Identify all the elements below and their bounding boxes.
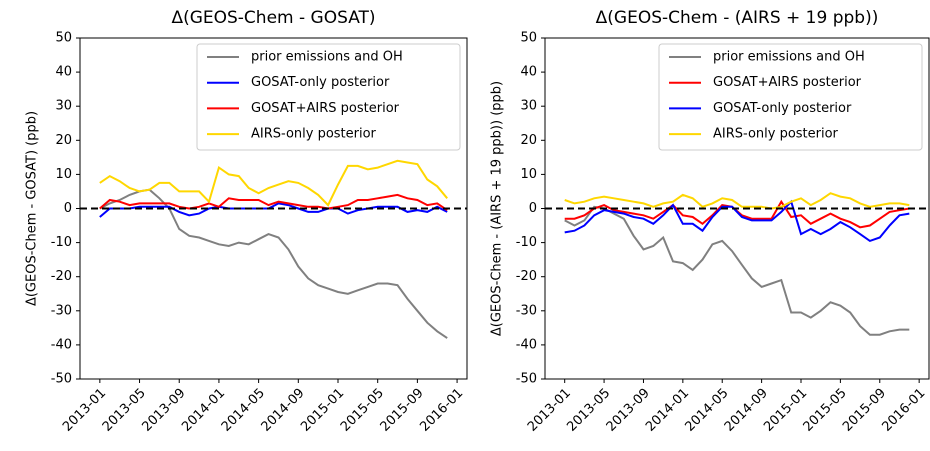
y-tick-label: 10 <box>55 167 72 182</box>
legend-label: GOSAT+AIRS posterior <box>713 75 862 90</box>
plot-frame <box>544 37 930 380</box>
y-tick-label: 30 <box>55 99 72 114</box>
y-tick-label: -40 <box>51 337 72 352</box>
plot-frame <box>79 37 468 380</box>
x-tick-label: 2016-01 <box>417 386 466 435</box>
legend-label: AIRS-only posterior <box>713 127 839 142</box>
legend-label: GOSAT+AIRS posterior <box>251 101 400 116</box>
y-tick-label: -10 <box>51 235 72 250</box>
y-tick-label: -50 <box>51 372 72 387</box>
y-tick-label: 0 <box>529 201 537 216</box>
y-tick-label: -30 <box>51 303 72 318</box>
y-tick-label: 50 <box>55 31 72 46</box>
subplot: Δ(GEOS-Chem - (AIRS + 19 ppb)) Δ(GEOS-Che… <box>490 8 930 435</box>
chart-title: Δ(GEOS-Chem - GOSAT) <box>171 8 375 28</box>
y-tick-label: 30 <box>520 99 537 114</box>
y-axis-label: Δ(GEOS-Chem - GOSAT) (ppb) <box>25 111 40 306</box>
data-line <box>99 159 448 207</box>
legend: prior emissions and OH GOSAT+AIRS posteri… <box>658 43 923 151</box>
data-line <box>564 192 910 210</box>
y-tick-label: 40 <box>55 65 72 80</box>
y-tick-label: -20 <box>516 269 537 284</box>
y-tick-label: -20 <box>51 269 72 284</box>
y-tick-label: 20 <box>55 133 72 148</box>
y-tick-label: 0 <box>64 201 72 216</box>
y-tick-label: 10 <box>520 167 537 182</box>
y-tick-label: 50 <box>520 31 537 46</box>
legend-label: GOSAT-only posterior <box>251 75 390 90</box>
data-line <box>99 188 448 339</box>
y-tick-label: -10 <box>516 235 537 250</box>
data-line <box>99 193 448 212</box>
legend-label: prior emissions and OH <box>251 50 403 65</box>
y-tick-label: 40 <box>520 65 537 80</box>
legend-label: prior emissions and OH <box>713 50 865 65</box>
data-line <box>564 199 910 243</box>
data-line <box>99 202 448 218</box>
y-tick-label: -30 <box>516 303 537 318</box>
data-line <box>564 205 910 336</box>
legend-box <box>658 43 923 151</box>
legend-box <box>196 43 461 151</box>
y-tick-label: -40 <box>516 337 537 352</box>
y-axis-label: Δ(GEOS-Chem - (AIRS + 19 ppb)) (ppb) <box>490 81 505 336</box>
legend-label: AIRS-only posterior <box>251 127 377 142</box>
subplot: Δ(GEOS-Chem - GOSAT) Δ(GEOS-Chem - GOSAT)… <box>25 8 468 435</box>
legend-label: GOSAT-only posterior <box>713 101 852 116</box>
x-tick-label: 2016-01 <box>879 386 928 435</box>
chart-title: Δ(GEOS-Chem - (AIRS + 19 ppb)) <box>596 8 879 28</box>
legend: prior emissions and OH GOSAT-only posteri… <box>196 43 461 151</box>
y-tick-label: 20 <box>520 133 537 148</box>
y-tick-label: -50 <box>516 372 537 387</box>
